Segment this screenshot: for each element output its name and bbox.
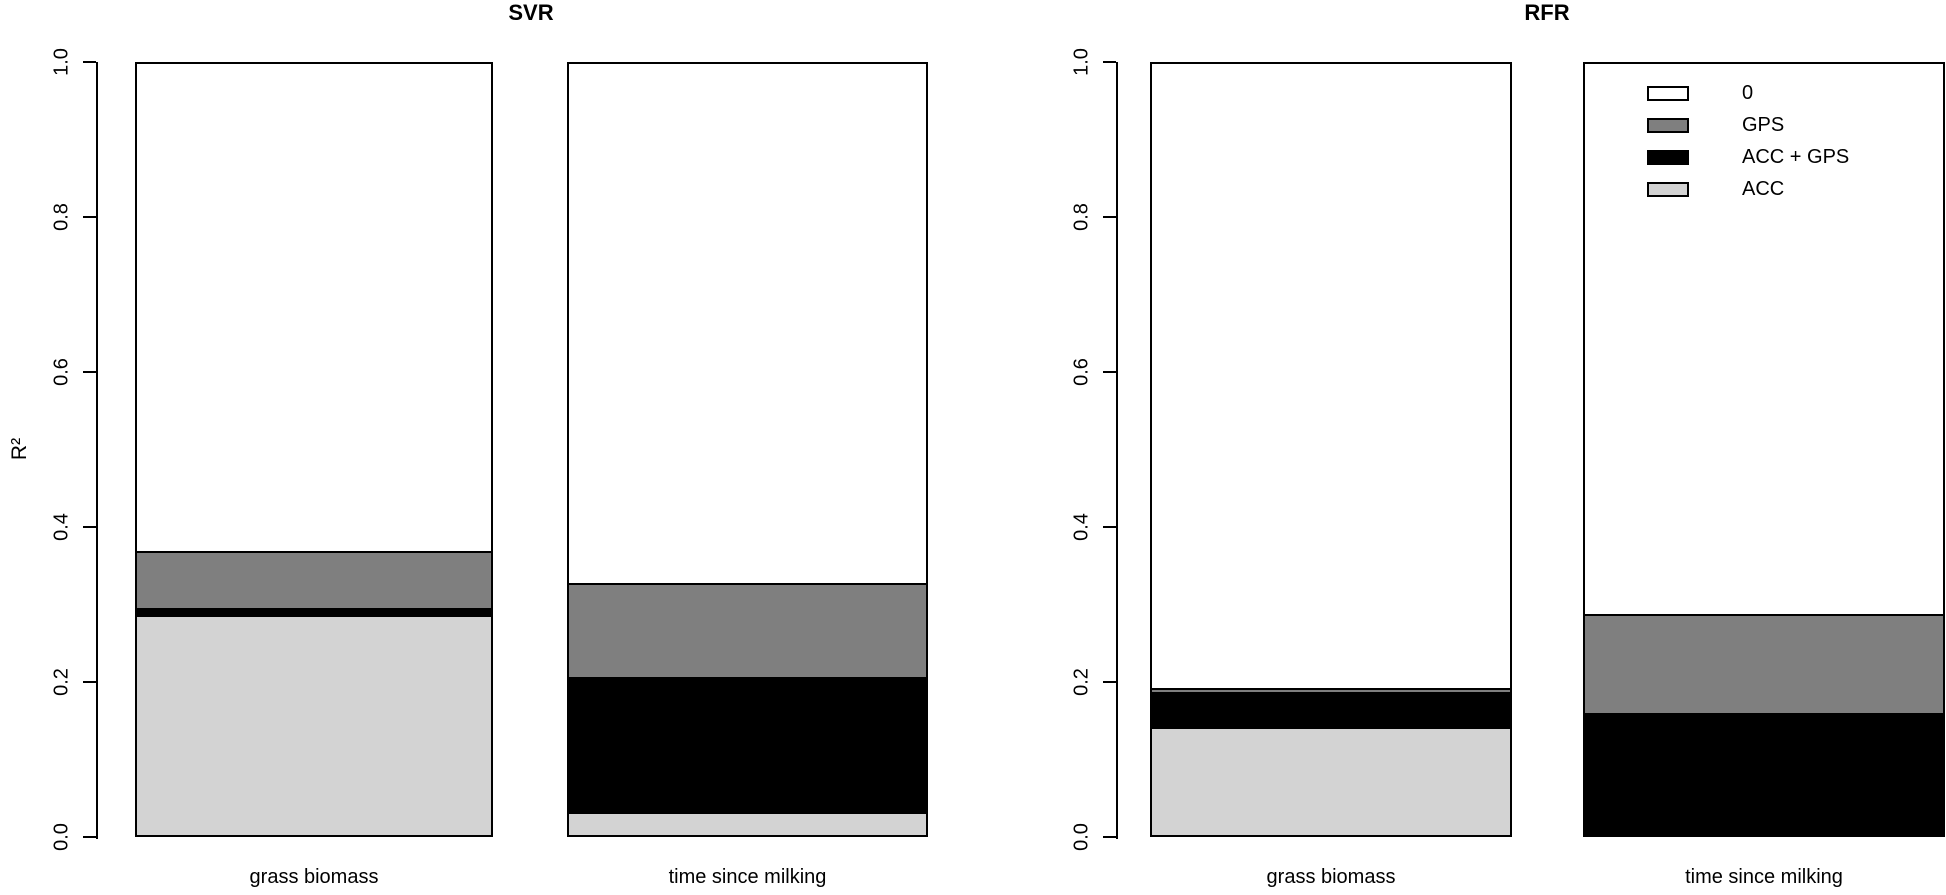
y-axis-tick-svr — [83, 61, 96, 63]
bar-segment-acc — [567, 812, 928, 837]
x-category-label-grass-biomass: grass biomass — [1266, 866, 1396, 888]
bar-segment-acc — [135, 615, 493, 837]
x-category-label-time-since-milking: time since milking — [668, 866, 827, 888]
y-axis-tick-rfr — [1103, 61, 1116, 63]
y-axis-tick-label-svr: 0.0 — [50, 823, 73, 851]
y-axis-tick-label-rfr: 0.2 — [1070, 668, 1093, 696]
legend-swatch-acc — [1647, 181, 1689, 197]
bar-segment-acc-gps — [567, 677, 928, 815]
y-axis-line-svr — [96, 62, 98, 839]
y-axis-tick-label-svr: 0.4 — [50, 513, 73, 541]
panel-title-svr: SVR — [508, 0, 554, 25]
y-axis-tick-rfr — [1103, 836, 1116, 838]
bar-segment-0 — [567, 61, 928, 585]
bar-segment-0 — [1150, 61, 1512, 691]
legend-label-acc: ACC — [1742, 178, 1785, 200]
bar-segment-0 — [1583, 61, 1945, 616]
bar-segment-gps — [1583, 613, 1945, 715]
y-axis-tick-label-svr: 0.6 — [50, 358, 73, 386]
bar-segment-0 — [135, 61, 493, 553]
x-category-label-grass-biomass: grass biomass — [249, 866, 379, 888]
legend-label-gps: GPS — [1742, 114, 1785, 136]
legend-label-0: 0 — [1742, 82, 1754, 104]
y-axis-tick-svr — [83, 836, 96, 838]
y-axis-tick-svr — [83, 216, 96, 218]
legend-swatch-0 — [1647, 85, 1689, 101]
y-axis-tick-rfr — [1103, 371, 1116, 373]
bar-segment-gps — [135, 550, 493, 611]
y-axis-tick-rfr — [1103, 216, 1116, 218]
legend-swatch-acc-gps — [1647, 149, 1689, 165]
legend-label-acc-gps: ACC + GPS — [1742, 146, 1850, 168]
y-axis-tick-label-rfr: 0.4 — [1070, 513, 1093, 541]
y-axis-tick-svr — [83, 371, 96, 373]
y-axis-tick-svr — [83, 681, 96, 683]
y-axis-tick-label-rfr: 0.8 — [1070, 203, 1093, 231]
bar-segment-acc-gps — [1583, 712, 1945, 837]
y-axis-line-rfr — [1116, 62, 1118, 839]
panel-title-rfr: RFR — [1524, 0, 1570, 25]
bar-segment-gps — [567, 582, 928, 680]
y-axis-tick-label-rfr: 0.6 — [1070, 358, 1093, 386]
y-axis-tick-label-rfr: 1.0 — [1070, 48, 1093, 76]
y-axis-tick-rfr — [1103, 681, 1116, 683]
y-axis-tick-label-rfr: 0.0 — [1070, 823, 1093, 851]
x-category-label-time-since-milking: time since milking — [1685, 866, 1843, 888]
y-axis-tick-label-svr: 0.8 — [50, 203, 73, 231]
bar-segment-acc-gps — [1150, 692, 1512, 729]
bar-segment-acc — [1150, 726, 1512, 837]
y-axis-tick-rfr — [1103, 526, 1116, 528]
y-axis-tick-svr — [83, 526, 96, 528]
y-axis-title: R² — [8, 437, 31, 461]
y-axis-tick-label-svr: 0.2 — [50, 668, 73, 696]
legend-swatch-gps — [1647, 117, 1689, 133]
y-axis-tick-label-svr: 1.0 — [50, 48, 73, 76]
